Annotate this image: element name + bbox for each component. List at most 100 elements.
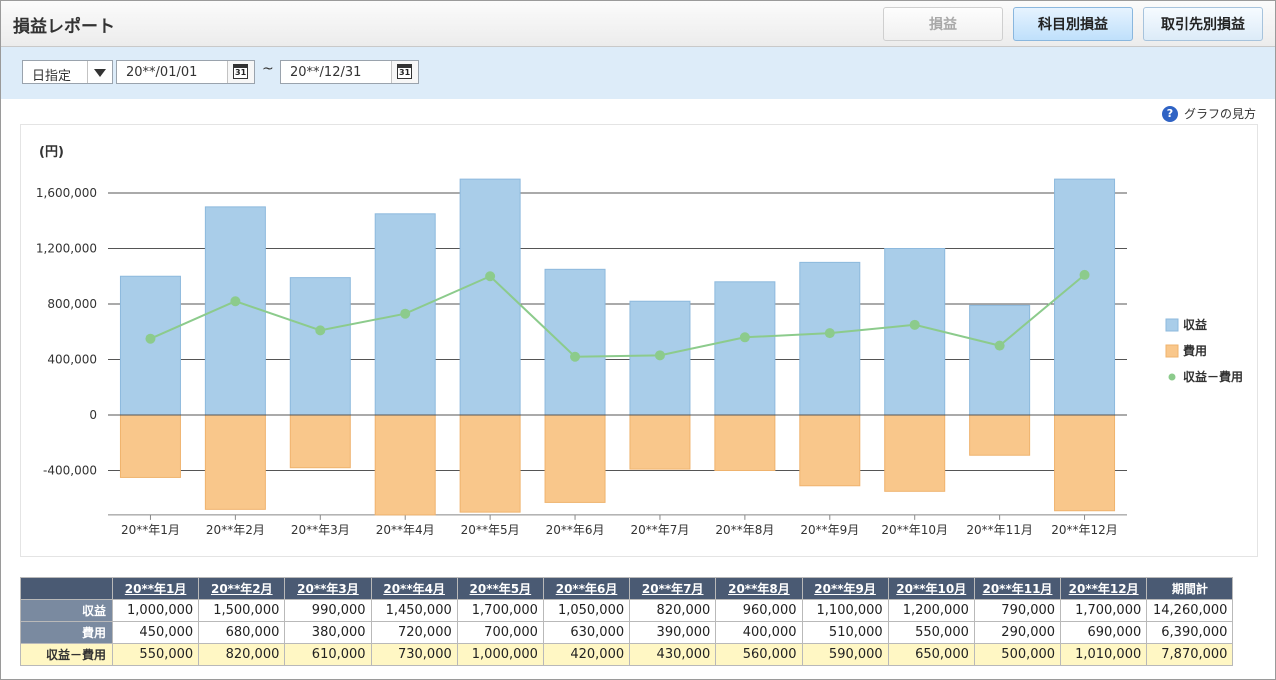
- table-cell: 1,200,000: [887, 599, 975, 622]
- table-cell: 14,260,000: [1146, 599, 1234, 622]
- net-row: 収益－費用 550,000 820,000 610,000 730,000 1,000,0…: [20, 643, 1234, 666]
- calendar-icon: [233, 64, 248, 79]
- net-point: [570, 351, 581, 362]
- net-point: [230, 296, 241, 307]
- expense-bar: [289, 414, 351, 469]
- table-cell: 450,000: [111, 621, 200, 644]
- expense-bar: [204, 414, 266, 510]
- x-tick-label: 20**年8月: [715, 523, 774, 537]
- table-cell: 960,000: [715, 599, 803, 622]
- table-cell: 550,000: [111, 643, 200, 666]
- column-header-month[interactable]: 20**年1月: [111, 577, 200, 600]
- expense-bar: [119, 414, 181, 478]
- date-mode-select[interactable]: 日指定: [22, 60, 113, 84]
- y-tick-label: 1,200,000: [36, 242, 97, 256]
- table-cell: 680,000: [198, 621, 286, 644]
- revenue-bar: [884, 248, 946, 416]
- table-cell: 590,000: [801, 643, 889, 666]
- net-point: [739, 332, 750, 343]
- column-header-month[interactable]: 20**年2月: [198, 577, 286, 600]
- revenue-bar: [544, 268, 606, 416]
- column-header-month[interactable]: 20**年5月: [456, 577, 544, 600]
- account-profit-loss-button[interactable]: 科目別損益: [1013, 7, 1133, 41]
- graph-help-link[interactable]: ? グラフの見方: [1162, 105, 1256, 122]
- x-tick-label: 20**年5月: [461, 523, 520, 537]
- legend-swatch-revenue: [1165, 318, 1179, 332]
- net-point: [485, 271, 496, 282]
- net-line: [150, 274, 1086, 358]
- table-cell: 1,700,000: [1060, 599, 1148, 622]
- x-tick-label: 20**年11月: [966, 523, 1033, 537]
- column-header-month[interactable]: 20**年6月: [542, 577, 631, 600]
- column-header-month[interactable]: 20**年9月: [801, 577, 889, 600]
- net-point: [400, 308, 411, 319]
- table-corner: [20, 577, 113, 600]
- revenue-bar: [969, 304, 1031, 416]
- profit-loss-button[interactable]: 損益: [883, 7, 1003, 41]
- date-to-field[interactable]: 20**/12/31: [280, 60, 419, 84]
- revenue-bar: [119, 275, 181, 416]
- filter-bar: 日指定 20**/01/01 ~ 20**/12/31: [1, 47, 1275, 99]
- column-header-month[interactable]: 20**年10月: [887, 577, 975, 600]
- legend-label: 費用: [1183, 343, 1207, 358]
- expense-row: 費用 450,000 680,000 380,000 720,000 700,000 630…: [20, 621, 1234, 644]
- net-point: [145, 333, 156, 344]
- table-cell: 1,700,000: [456, 599, 544, 622]
- calendar-icon: [397, 64, 412, 79]
- chevron-down-icon[interactable]: [87, 61, 112, 83]
- expense-bar: [969, 414, 1031, 456]
- legend-swatch-expense: [1165, 344, 1179, 358]
- column-header-month[interactable]: 20**年7月: [629, 577, 717, 600]
- y-tick-label: 800,000: [47, 297, 97, 311]
- date-range-separator: ~: [262, 61, 274, 77]
- table-cell: 390,000: [629, 621, 717, 644]
- page-title: 損益レポート: [13, 17, 115, 37]
- table-cell: 1,010,000: [1060, 643, 1148, 666]
- table-cell: 820,000: [629, 599, 717, 622]
- calendar-button-to[interactable]: [391, 61, 418, 83]
- table-cell: 650,000: [887, 643, 975, 666]
- net-point: [315, 325, 326, 336]
- table-cell: 430,000: [629, 643, 717, 666]
- calendar-button-from[interactable]: [227, 61, 254, 83]
- expense-bar: [544, 414, 606, 503]
- table-cell: 400,000: [715, 621, 803, 644]
- column-header-month[interactable]: 20**年11月: [973, 577, 1062, 600]
- table-cell: 610,000: [284, 643, 372, 666]
- legend-label: 収益－費用: [1183, 369, 1243, 384]
- x-tick-label: 20**年12月: [1051, 523, 1118, 537]
- date-from-field[interactable]: 20**/01/01: [116, 60, 255, 84]
- x-tick-label: 20**年3月: [291, 523, 350, 537]
- legend-marker-net: [1168, 373, 1176, 381]
- table-cell: 7,870,000: [1146, 643, 1234, 666]
- net-point: [994, 340, 1005, 351]
- partner-profit-loss-button[interactable]: 取引先別損益: [1143, 7, 1263, 41]
- expense-bar: [799, 414, 861, 487]
- column-header-month[interactable]: 20**年12月: [1060, 577, 1148, 600]
- revenue-bar: [289, 277, 351, 416]
- header-bar: 損益レポート 損益 科目別損益 取引先別損益: [1, 1, 1275, 47]
- date-from-value: 20**/01/01: [126, 65, 198, 80]
- table-cell: 560,000: [715, 643, 803, 666]
- chart-panel: (円) 1,600,000 1,200,000 800,000 400,000 0 -400…: [20, 124, 1258, 557]
- x-tick-label: 20**年10月: [881, 523, 948, 537]
- table-cell: 1,000,000: [456, 643, 544, 666]
- table-cell: 720,000: [370, 621, 458, 644]
- y-tick-label: 0: [89, 408, 97, 422]
- column-header-month[interactable]: 20**年3月: [284, 577, 372, 600]
- column-header-month[interactable]: 20**年4月: [370, 577, 458, 600]
- revenue-bar: [799, 261, 861, 416]
- table-cell: 290,000: [973, 621, 1062, 644]
- date-mode-label: 日指定: [32, 69, 72, 84]
- y-tick-label: -400,000: [43, 464, 97, 478]
- net-point: [654, 350, 665, 361]
- net-point: [824, 328, 835, 339]
- table-cell: 500,000: [973, 643, 1062, 666]
- table-header-row: 20**年1月 20**年2月 20**年3月 20**年4月 20**年5月 20**年…: [20, 577, 1234, 600]
- row-label: 収益－費用: [20, 643, 113, 666]
- net-point: [1079, 269, 1090, 280]
- table-cell: 820,000: [198, 643, 286, 666]
- expense-bar: [714, 414, 776, 471]
- table-cell: 790,000: [973, 599, 1062, 622]
- column-header-month[interactable]: 20**年8月: [715, 577, 803, 600]
